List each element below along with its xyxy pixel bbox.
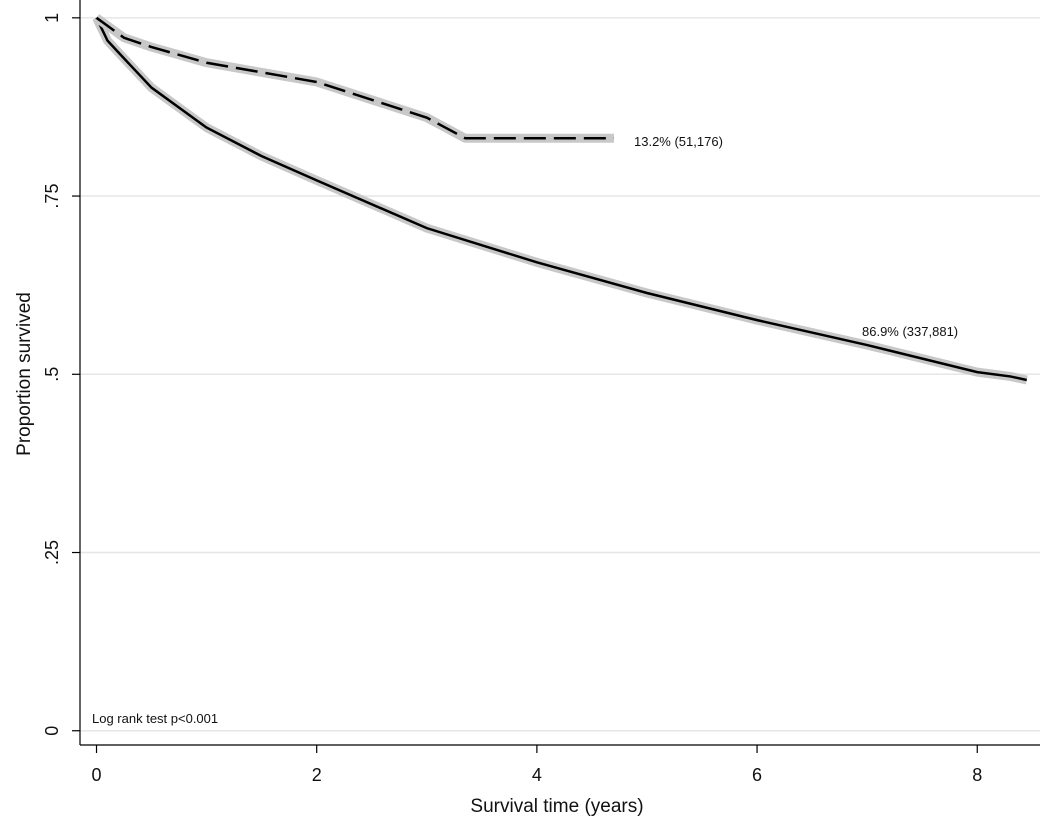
x-tick-label: 0 (92, 765, 102, 785)
x-axis-label: Survival time (years) (470, 796, 643, 817)
survival-line (95, 17, 1028, 382)
x-tick-label: 8 (972, 765, 982, 785)
y-tick-label: 1 (42, 13, 62, 23)
y-tick-label: .25 (42, 540, 62, 565)
y-axis-label: Proportion survived (14, 292, 35, 456)
confidence-band (93, 14, 614, 143)
annotation: 86.9% (337,881) (862, 324, 958, 339)
annotation: 13.2% (51,176) (634, 134, 723, 149)
x-tick-label: 6 (752, 765, 762, 785)
x-tick-label: 4 (532, 765, 542, 785)
x-tick-label: 2 (312, 765, 322, 785)
y-tick-label: .5 (42, 367, 62, 382)
survival-line (95, 16, 614, 140)
y-tick-label: 0 (42, 726, 62, 736)
annotation: Log rank test p<0.001 (92, 711, 218, 726)
y-tick-label: .75 (42, 184, 62, 209)
